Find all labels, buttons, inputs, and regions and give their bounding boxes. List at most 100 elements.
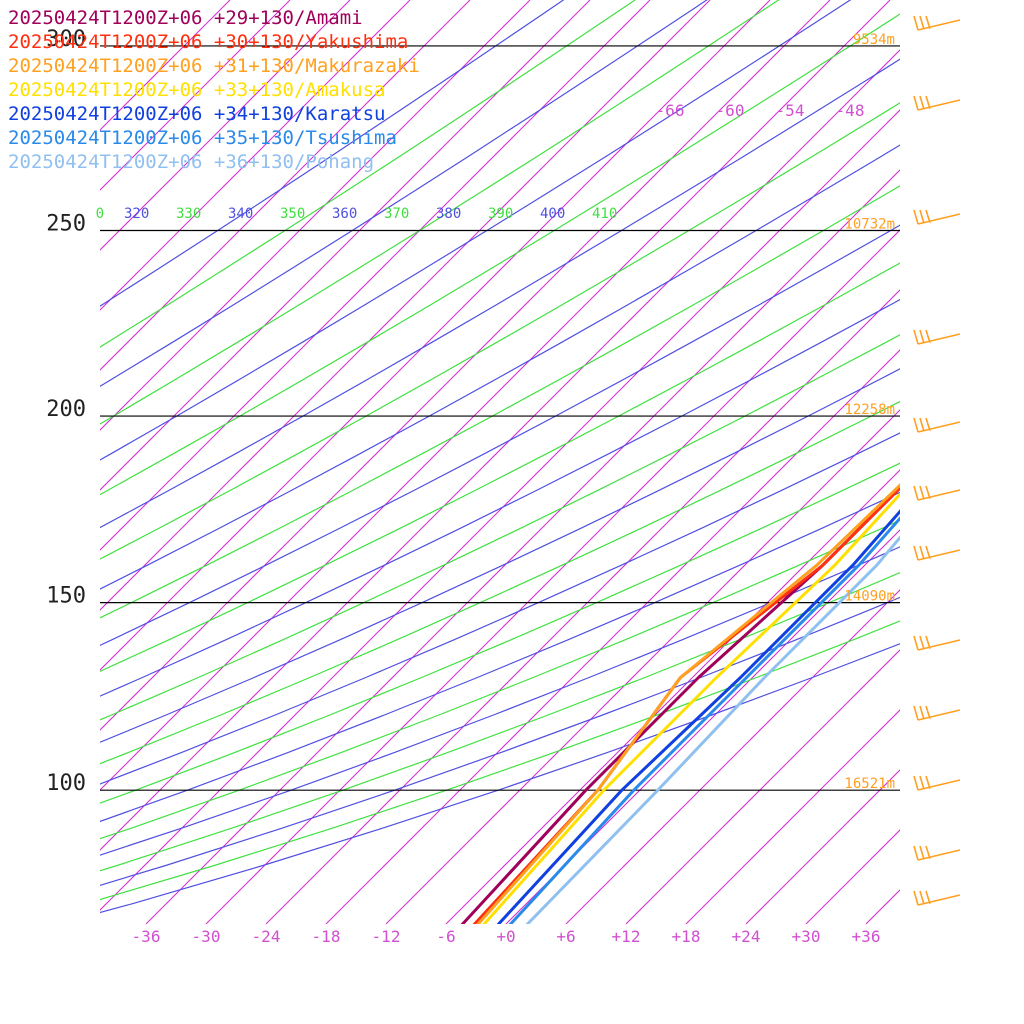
isotherm-label: -66	[656, 101, 685, 120]
isotherm-line	[100, 0, 831, 731]
theta-label: 340	[228, 206, 253, 222]
theta-label: 390	[488, 206, 513, 222]
temperature-line-3	[482, 492, 900, 924]
height-label: 9534m	[853, 32, 895, 48]
isotherm-label: -48	[836, 101, 865, 120]
legend-entry: 20250424T1200Z+06 +34+130/Karatsu	[8, 103, 386, 125]
isotherm-line	[205, 229, 900, 924]
legend-entry: 20250424T1200Z+06 +36+130/Pohang	[8, 151, 374, 173]
isobars	[100, 45, 900, 791]
legend-entry: 20250424T1200Z+06 +29+130/Amami	[8, 7, 363, 29]
height-label: 10732m	[844, 217, 895, 233]
theta-label: 350	[280, 206, 305, 222]
theta-label: 360	[332, 206, 357, 222]
isotherm-line	[100, 0, 591, 491]
isotherm-line	[986, 0, 1024, 924]
wind-barb	[913, 635, 961, 651]
isotherm-line	[325, 349, 900, 924]
isotherm-line	[100, 0, 351, 251]
height-label: 16521m	[844, 776, 895, 792]
wind-barb	[913, 15, 961, 31]
axis-labels: 100 16521m 150 14090m 200 12258m 250 10732m 300 9…	[46, 27, 895, 946]
theta-label: 380	[436, 206, 461, 222]
wind-barbs	[913, 15, 961, 906]
temp-tick-label: +36	[852, 927, 881, 946]
legend-entry: 20250424T1200Z+06 +31+130/Makurazaki	[8, 55, 420, 77]
theta-label: 370	[384, 206, 409, 222]
isotherm-line	[805, 829, 900, 924]
temp-tick-label: +0	[496, 927, 515, 946]
temperature-line-5	[508, 516, 900, 924]
isotherm-label: -54	[776, 101, 805, 120]
theta-label: 410	[592, 206, 617, 222]
legend: 20250424T1200Z+06 +29+130/Amami20250424T…	[8, 7, 420, 173]
isotherm-line	[100, 0, 771, 671]
theta-label: 320	[124, 206, 149, 222]
wind-barb	[913, 209, 961, 225]
wind-barb	[913, 775, 961, 791]
pressure-label: 150	[46, 584, 86, 609]
theta-label: 400	[540, 206, 565, 222]
temperature-line-0	[460, 485, 900, 924]
wind-barb	[913, 417, 961, 433]
wind-barb	[913, 329, 961, 345]
isotherm-line	[100, 0, 891, 791]
temp-tick-label: -30	[192, 927, 221, 946]
temp-tick-label: +6	[556, 927, 575, 946]
isotherm-line	[100, 49, 900, 851]
isotherm-line	[100, 0, 651, 551]
isotherm-line	[685, 709, 900, 924]
isotherm-line	[100, 0, 711, 611]
isotherm-label: -60	[716, 101, 745, 120]
wind-barb	[913, 95, 961, 111]
temp-tick-label: +18	[672, 927, 701, 946]
isotherm-line	[445, 469, 900, 924]
sounding-series	[460, 483, 900, 924]
temp-tick-label: -24	[252, 927, 281, 946]
temp-tick-label: +12	[612, 927, 641, 946]
wind-barb	[913, 545, 961, 561]
isotherm-line	[565, 589, 900, 924]
height-label: 12258m	[844, 402, 895, 418]
wind-barb	[913, 890, 961, 906]
pressure-label: 250	[46, 212, 86, 237]
legend-entry: 20250424T1200Z+06 +33+130/Amakusa	[8, 79, 386, 101]
wind-barb	[913, 845, 961, 861]
isotherm-line	[505, 529, 900, 924]
isotherm-line	[625, 649, 900, 924]
isotherm-line	[145, 169, 900, 924]
temperature-line-4	[496, 509, 900, 924]
isotherm-line	[100, 0, 471, 371]
isotherm-line	[100, 0, 411, 311]
temperature-line-1	[472, 485, 900, 924]
pressure-label: 200	[46, 397, 86, 422]
temp-tick-label: +24	[732, 927, 761, 946]
temperature-line-2	[476, 483, 900, 924]
legend-entry: 20250424T1200Z+06 +30+130/Yakushima	[8, 31, 408, 53]
temperature-line-6	[525, 535, 900, 924]
isotherm-line	[100, 0, 531, 431]
temp-tick-label: -12	[372, 927, 401, 946]
theta-label: 330	[176, 206, 201, 222]
temp-tick-label: -36	[132, 927, 161, 946]
temp-tick-label: +30	[792, 927, 821, 946]
wind-barb	[913, 485, 961, 501]
legend-entry: 20250424T1200Z+06 +35+130/Tsushima	[8, 127, 397, 149]
temp-tick-label: -6	[436, 927, 455, 946]
theta-label: 0	[96, 206, 104, 222]
